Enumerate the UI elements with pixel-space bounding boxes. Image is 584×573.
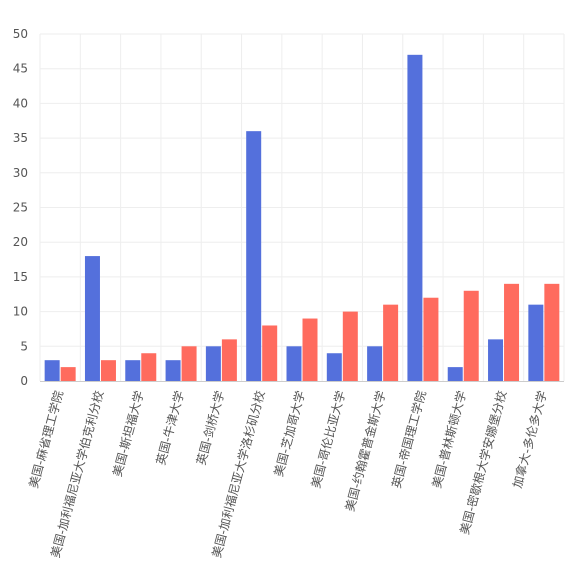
bar-series-1 [205, 346, 221, 381]
x-axis-labels: 美国-麻省理工学院美国-加利福尼亚大学伯克利分校 美国-斯坦福大学 英国-牛津大学英… [26, 389, 550, 559]
bar-series-2 [100, 360, 116, 381]
y-tick-label: 45 [13, 62, 28, 76]
bar-series-2 [342, 311, 358, 381]
y-tick-label: 35 [13, 131, 28, 145]
bar-series-2 [262, 325, 278, 381]
bar-series-1 [84, 256, 100, 381]
bar-series-1 [447, 367, 463, 381]
x-tick-label: 美国-密歇根大学安娜堡分校 [457, 389, 510, 536]
bar-series-2 [181, 346, 197, 381]
y-tick-label: 5 [20, 339, 28, 353]
grid-lines [39, 33, 565, 381]
bar-series-1 [407, 54, 423, 381]
x-tick-label: 美国-哥伦比亚大学 [308, 389, 348, 490]
bar-series-1 [246, 131, 262, 381]
y-tick-label: 40 [13, 96, 28, 110]
y-tick-label: 30 [13, 166, 28, 180]
bar-series-2 [141, 353, 157, 381]
x-tick-label: 英国-牛津大学 [153, 389, 187, 467]
bar-series-2 [504, 283, 520, 381]
bar-series-2 [60, 367, 76, 381]
bar-series-2 [544, 283, 560, 381]
y-axis-ticks: 0 5 10 15 20 25 30 35 40 45 50 [13, 27, 28, 388]
x-tick-label: 美国-麻省理工学院 [26, 389, 66, 490]
x-tick-label: 英国-帝国理工学院 [388, 389, 428, 490]
y-tick-label: 0 [20, 374, 28, 388]
x-tick-label: 美国-斯坦福大学 [109, 389, 146, 478]
bar-series-1 [44, 360, 60, 381]
x-tick-label: 美国-芝加哥大学 [271, 389, 308, 478]
bar-series-2 [383, 304, 399, 381]
bar-series-1 [286, 346, 302, 381]
y-tick-label: 10 [13, 305, 28, 319]
y-tick-label: 15 [13, 270, 28, 284]
bar-series-1 [528, 304, 544, 381]
bar-series-1 [367, 346, 383, 381]
y-tick-label: 50 [13, 27, 28, 41]
bar-series-2 [463, 290, 479, 381]
y-tick-label: 25 [13, 201, 28, 215]
bar-series-2 [221, 339, 237, 381]
bar-series-1 [326, 353, 342, 381]
x-tick-label: 加拿大-多伦多大学 [509, 389, 549, 490]
bar-series-2 [423, 297, 439, 381]
bar-series-1 [165, 360, 181, 381]
bar-series-1 [125, 360, 141, 381]
x-tick-label: 美国-约翰霍普金斯大学 [342, 389, 389, 513]
x-tick-label: 美国-普林斯顿大学 [429, 389, 469, 490]
y-tick-label: 20 [13, 235, 28, 249]
bar-series-2 [302, 318, 318, 381]
x-tick-label: 英国-剑桥大学 [193, 389, 227, 467]
bar-series-1 [488, 339, 504, 381]
bars [44, 54, 560, 381]
